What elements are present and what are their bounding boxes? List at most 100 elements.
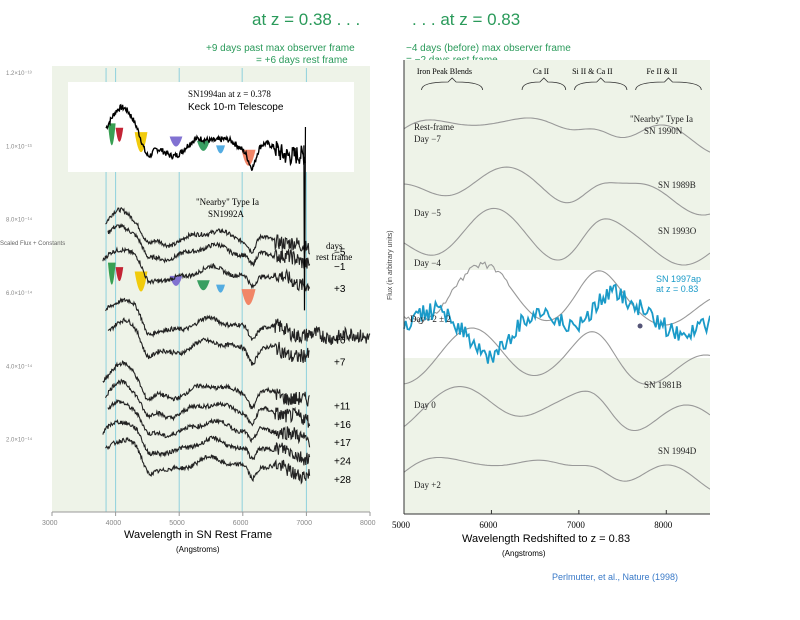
left-y-tick-label: 2.0×10⁻¹⁴ xyxy=(6,437,33,444)
day-label-m2: Day −2 ± 2 xyxy=(410,314,451,324)
highlight-box xyxy=(68,82,354,172)
absorption-feature xyxy=(216,145,225,154)
day-label: −5 xyxy=(334,248,346,259)
day-label-m4: Day −4 xyxy=(414,258,441,268)
day-label-0: Day 0 xyxy=(414,400,436,410)
reference-spectrum xyxy=(403,456,710,490)
right-note-1: −4 days (before) max observer frame xyxy=(406,43,571,54)
spectrum-line xyxy=(105,436,311,485)
left-note-2: = +6 days rest frame xyxy=(256,55,348,66)
right-label-sn1981b: SN 1981B xyxy=(644,380,682,390)
left-y-tick-label: 4.0×10⁻¹⁴ xyxy=(6,363,33,370)
sn1997ap-spectrum xyxy=(403,283,710,364)
day-units-2: rest frame xyxy=(316,252,352,262)
reference-spectrum xyxy=(403,117,710,153)
spectrum-line xyxy=(105,103,306,172)
absorption-feature xyxy=(115,127,124,142)
day-label: +6 xyxy=(334,336,346,347)
nearby-label-1: "Nearby" Type Ia xyxy=(196,197,259,207)
left-y-tick-label: 6.0×10⁻¹⁴ xyxy=(6,290,33,297)
spectrum-line xyxy=(104,378,311,428)
feature-bracket xyxy=(521,77,567,91)
left-x-tick-label: 8000 xyxy=(360,520,376,527)
day-label: +24 xyxy=(334,457,351,468)
left-y-tick-label: 8.0×10⁻¹⁴ xyxy=(6,217,33,224)
right-title: . . . at z = 0.83 xyxy=(412,10,521,29)
spectrum-spike xyxy=(303,126,307,311)
data-point-marker xyxy=(637,323,643,329)
feature-label: Ca II xyxy=(533,67,550,76)
right-label-sn1990n: SN 1990N xyxy=(644,126,683,136)
right-x-tick-label: 6000 xyxy=(479,520,498,530)
left-x-tick-label: 5000 xyxy=(169,520,185,527)
right-xlabel-sub: (Angstroms) xyxy=(502,549,546,558)
left-xlabel: Wavelength in SN Rest Frame xyxy=(124,529,272,541)
right-xlabel: Wavelength Redshifted to z = 0.83 xyxy=(462,533,630,545)
spectrum-line xyxy=(102,360,310,410)
feature-label: Iron Peak Blends xyxy=(417,67,472,76)
right-label-sn1994d: SN 1994D xyxy=(658,446,697,456)
feature-bracket xyxy=(421,77,484,91)
absorption-feature xyxy=(241,289,256,306)
left-note-1: +9 days past max observer frame xyxy=(206,43,355,54)
feature-label: Si II & Ca II xyxy=(572,67,613,76)
spectrum-line xyxy=(107,317,310,366)
absorption-feature xyxy=(197,280,210,291)
absorption-feature xyxy=(169,136,183,147)
left-x-tick-label: 4000 xyxy=(106,520,122,527)
left-title: at z = 0.38 . . . xyxy=(252,10,361,29)
absorption-feature xyxy=(216,284,225,293)
right-ylabel: Flux (in arbitrary units) xyxy=(387,230,394,300)
left-y-tick-label: 1.0×10⁻¹³ xyxy=(6,144,32,150)
reference-spectrum xyxy=(403,207,710,266)
spectrum-line xyxy=(102,246,311,292)
day-label: +11 xyxy=(334,402,351,413)
right-label-sn1993o: SN 1993O xyxy=(658,226,697,236)
telescope-label: Keck 10-m Telescope xyxy=(188,102,284,113)
right-label-sn1989b: SN 1989B xyxy=(658,180,696,190)
absorption-feature xyxy=(107,123,116,146)
absorption-feature xyxy=(197,140,210,151)
absorption-feature xyxy=(115,267,124,282)
day-label-m7: Day −7 xyxy=(414,134,441,144)
spectrum-line xyxy=(107,398,311,448)
spectrum-line xyxy=(102,418,311,466)
day-label-p2: Day +2 xyxy=(414,480,441,490)
right-label-nearby: "Nearby" Type Ia xyxy=(630,114,693,124)
target-name-label: SN1994an at z = 0.378 xyxy=(188,89,271,99)
right-x-tick-label: 7000 xyxy=(567,520,586,530)
left-spectra-chart: 3000 4000 5000 6000 7000 8000 2.0×10⁻¹⁴ 4.0×10⁻… xyxy=(0,66,376,554)
nearby-label-2: SN1992A xyxy=(208,209,245,219)
left-x-tick-label: 3000 xyxy=(42,520,58,527)
day-units-1: days xyxy=(326,241,343,251)
day-label-rest-frame: Rest-frame xyxy=(414,122,454,132)
day-label-m5: Day −5 xyxy=(414,208,441,218)
reference-spectrum xyxy=(403,327,710,385)
left-xlabel-sub: (Angstroms) xyxy=(176,545,220,554)
absorption-feature xyxy=(107,262,116,285)
left-x-tick-label: 6000 xyxy=(233,520,249,527)
feature-label: Fe II & II xyxy=(646,67,677,76)
absorption-feature xyxy=(134,271,148,292)
left-y-tick-label: 1.2×10⁻¹³ xyxy=(6,71,32,77)
day-label: +7 xyxy=(334,358,346,369)
spectrum-line xyxy=(105,207,311,255)
right-x-tick-label: 8000 xyxy=(654,520,673,530)
day-label: −1 xyxy=(334,262,346,273)
day-label: +3 xyxy=(334,284,346,295)
right-x-tick-label: 5000 xyxy=(392,520,411,530)
day-label: +28 xyxy=(334,475,351,486)
credit-citation: Perlmutter, et al., Nature (1998) xyxy=(552,572,679,582)
reference-spectrum xyxy=(403,166,710,216)
day-label: +16 xyxy=(334,420,351,431)
feature-bracket xyxy=(574,77,628,91)
left-x-tick-label: 7000 xyxy=(296,520,312,527)
feature-bracket xyxy=(635,77,702,91)
right-spectra-chart: Iron Peak Blends Ca II Si II & Ca II Fe II … xyxy=(387,60,710,558)
day-label: +17 xyxy=(334,438,351,449)
spectrum-line xyxy=(105,297,371,346)
right-label-sn1997ap-z: at z = 0.83 xyxy=(656,284,698,294)
reference-spectrum xyxy=(403,386,710,432)
right-label-sn1997ap: SN 1997ap xyxy=(656,274,701,284)
spectrum-line xyxy=(107,223,311,269)
